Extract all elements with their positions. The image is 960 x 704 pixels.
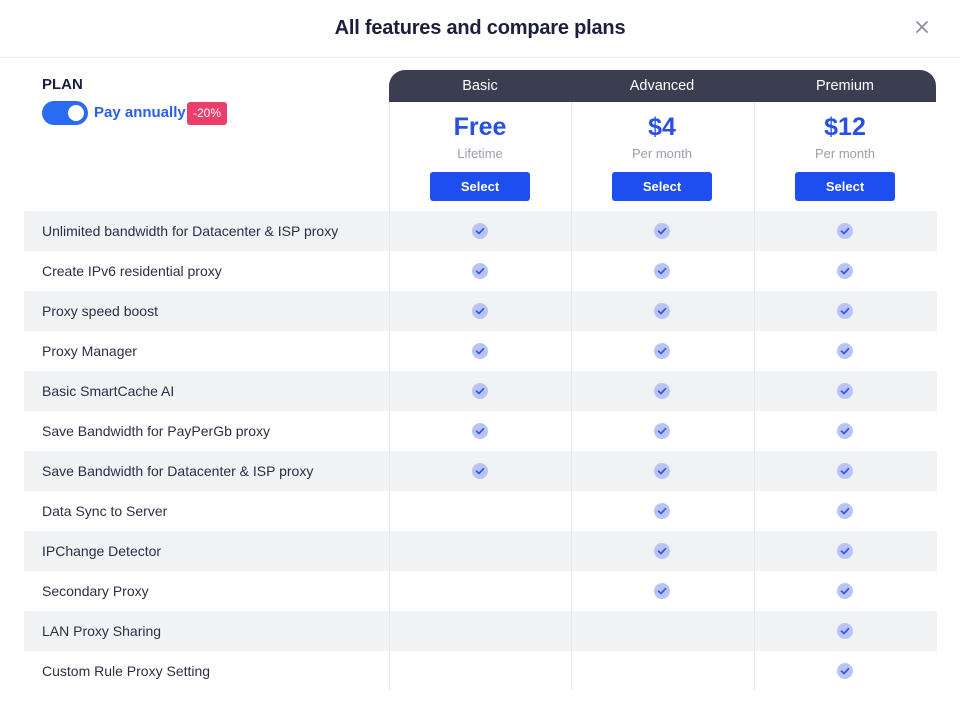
close-icon[interactable] [912, 17, 932, 37]
check-icon [654, 343, 670, 359]
check-icon [837, 423, 853, 439]
plans-header-bar [389, 70, 936, 102]
feature-name: Custom Rule Proxy Setting [42, 663, 211, 679]
plan-name-basic: Basic [462, 78, 498, 94]
feature-row: Save Bandwidth for PayPerGb proxy [24, 411, 937, 451]
check-icon [654, 463, 670, 479]
column-divider [754, 102, 755, 690]
check-icon [472, 303, 488, 319]
toggle-knob [68, 105, 84, 121]
feature-name: Basic SmartCache AI [42, 383, 175, 399]
plan-period-basic: Lifetime [457, 146, 503, 161]
check-icon [837, 583, 853, 599]
check-icon [654, 303, 670, 319]
pay-annually-toggle[interactable] [42, 101, 88, 125]
feature-row: Secondary Proxy [24, 571, 937, 611]
feature-name: Proxy Manager [42, 343, 137, 359]
discount-badge: -20% [187, 102, 228, 125]
check-icon [654, 263, 670, 279]
check-icon [472, 383, 488, 399]
check-icon [837, 463, 853, 479]
plan-price-advanced: $4 [648, 113, 676, 141]
check-icon [837, 663, 853, 679]
feature-name: Secondary Proxy [42, 583, 149, 599]
check-icon [837, 543, 853, 559]
feature-row: Unlimited bandwidth for Datacenter & ISP… [24, 211, 937, 251]
plan-price-basic: Free [453, 113, 507, 141]
check-icon [837, 303, 853, 319]
feature-row: IPChange Detector [24, 531, 937, 571]
feature-row: Proxy speed boost [24, 291, 937, 331]
check-icon [837, 223, 853, 239]
feature-name: IPChange Detector [42, 543, 162, 559]
feature-row: Proxy Manager [24, 331, 937, 371]
check-icon [837, 503, 853, 519]
feature-row: Basic SmartCache AI [24, 371, 937, 411]
check-icon [837, 263, 853, 279]
feature-name: Save Bandwidth for Datacenter & ISP prox… [42, 463, 314, 479]
plan-period-premium: Per month [815, 146, 875, 161]
check-icon [654, 503, 670, 519]
select-advanced-button[interactable]: Select [612, 172, 712, 201]
plan-name-premium: Premium [815, 78, 874, 94]
feature-row: Create IPv6 residential proxy [24, 251, 937, 291]
check-icon [654, 423, 670, 439]
modal-title: All features and compare plans [0, 0, 960, 58]
check-icon [837, 383, 853, 399]
feature-row: LAN Proxy Sharing [24, 611, 937, 651]
check-icon [654, 583, 670, 599]
check-icon [472, 463, 488, 479]
feature-row: Custom Rule Proxy Setting [24, 651, 937, 691]
check-icon [472, 423, 488, 439]
feature-name: Proxy speed boost [42, 303, 158, 319]
check-icon [654, 543, 670, 559]
check-icon [654, 383, 670, 399]
feature-row: Data Sync to Server [24, 491, 937, 531]
feature-name: Save Bandwidth for PayPerGb proxy [42, 423, 271, 439]
column-divider [389, 102, 390, 690]
plan-price-premium: $12 [824, 113, 866, 141]
feature-name: Unlimited bandwidth for Datacenter & ISP… [42, 223, 339, 239]
plan-label: PLAN [42, 76, 83, 93]
column-divider [571, 102, 572, 690]
select-premium-button[interactable]: Select [795, 172, 895, 201]
feature-name: LAN Proxy Sharing [42, 623, 162, 639]
feature-name: Create IPv6 residential proxy [42, 263, 222, 279]
plan-name-advanced: Advanced [629, 78, 695, 94]
check-icon [837, 343, 853, 359]
plan-period-advanced: Per month [632, 146, 692, 161]
check-icon [837, 623, 853, 639]
check-icon [472, 223, 488, 239]
check-icon [472, 263, 488, 279]
pay-annually-label[interactable]: Pay annually [94, 104, 186, 121]
feature-name: Data Sync to Server [42, 503, 168, 519]
check-icon [654, 223, 670, 239]
check-icon [472, 343, 488, 359]
feature-row: Save Bandwidth for Datacenter & ISP prox… [24, 451, 937, 491]
select-basic-button[interactable]: Select [430, 172, 530, 201]
